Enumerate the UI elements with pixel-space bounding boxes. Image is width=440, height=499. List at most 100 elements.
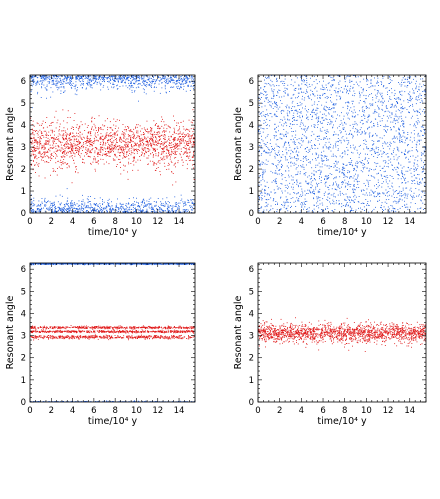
data-point [401,195,403,196]
data-point [69,156,71,158]
data-point [173,164,175,166]
data-point [128,136,130,138]
data-point [64,130,66,132]
data-point [191,78,193,80]
data-point [119,86,121,87]
data-point [35,139,37,141]
data-point [192,203,193,204]
data-point [304,129,305,131]
data-point [58,81,60,83]
data-point [393,135,395,137]
data-point [88,77,90,78]
data-point [163,162,165,164]
data-point [179,154,181,156]
data-point [67,209,69,210]
data-point [74,153,76,155]
data-point [36,133,38,134]
data-point [54,211,56,213]
data-point [88,79,90,80]
data-point [284,184,286,186]
data-point [109,150,111,152]
data-point [145,137,147,139]
data-point [123,153,125,155]
data-point [46,208,48,210]
data-point [155,80,157,82]
data-point [44,206,46,207]
data-point [339,170,341,172]
data-point [146,75,147,77]
data-point [270,170,272,172]
data-point [139,159,141,161]
data-point [396,171,398,173]
data-point [161,209,163,211]
data-point [304,80,305,81]
data-point [106,153,107,155]
data-point [187,202,189,203]
data-point [163,80,165,82]
data-point [48,149,50,151]
data-point [41,148,43,150]
data-point [100,127,102,129]
data-point [382,167,384,169]
data-point [175,143,177,145]
data-point [320,139,322,140]
data-point [61,207,63,209]
data-point [139,78,140,80]
data-point [335,181,337,183]
data-point [188,80,190,82]
data-point [296,193,298,195]
data-point [143,82,145,84]
data-point [138,77,140,78]
data-point [190,140,191,142]
data-point [191,156,193,158]
data-point [319,166,321,168]
data-point [392,201,394,203]
data-point [78,154,79,155]
data-point [336,156,337,158]
data-point [86,152,88,154]
data-point [341,206,343,208]
data-point [141,210,143,212]
data-point [97,132,98,133]
data-point [404,200,405,202]
data-point [139,140,141,142]
data-point [149,83,151,85]
data-point [138,75,139,77]
data-point [65,137,67,139]
data-point [328,189,330,191]
data-point [394,93,396,95]
data-point [56,84,58,86]
data-point [49,75,51,77]
data-point [155,79,157,81]
data-point [76,150,78,151]
data-point [50,87,52,89]
data-point [125,148,127,150]
data-point [390,103,392,105]
data-point [410,187,412,189]
y-axis-label: Resonant angle [5,107,16,181]
data-point [42,127,44,129]
data-point [415,167,416,169]
data-point [376,157,378,158]
data-point [339,155,341,157]
data-point [143,80,145,82]
data-point [41,82,43,84]
data-point [108,81,110,83]
data-point [60,90,62,92]
data-point [108,143,109,145]
data-point [93,156,95,158]
data-point [154,149,156,150]
data-point [51,207,53,208]
data-point [41,201,43,203]
data-point [191,76,193,78]
data-point [265,159,267,161]
data-point [157,167,159,168]
data-point [336,200,337,202]
data-point [85,143,87,145]
data-point [155,153,157,155]
data-point [186,81,188,83]
data-point [74,86,76,88]
data-point [42,147,43,149]
data-point [132,77,134,78]
data-point [141,139,143,141]
